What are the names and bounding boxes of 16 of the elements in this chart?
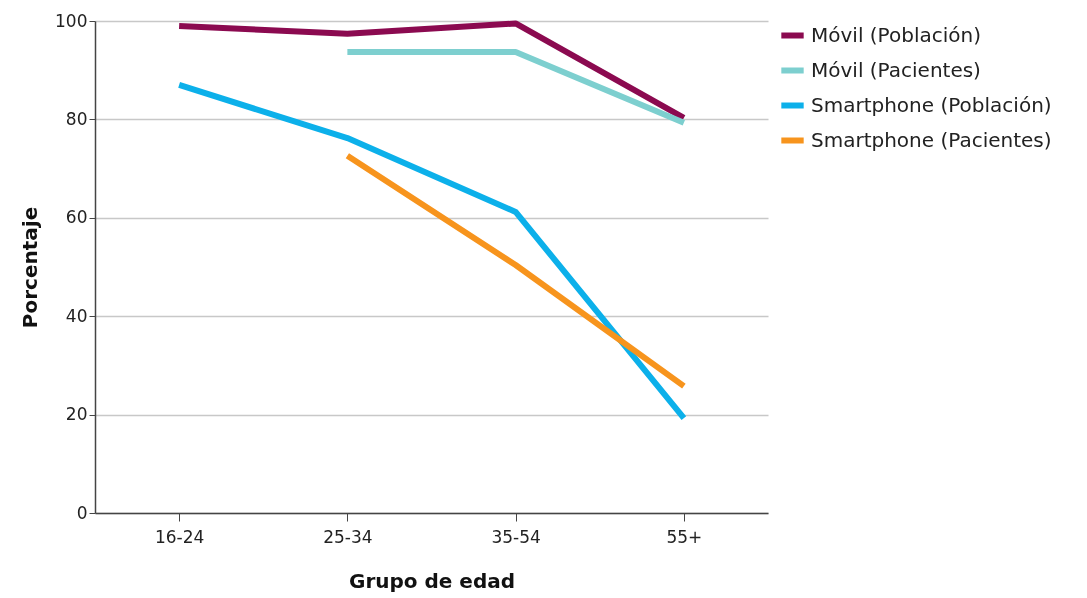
y-tick-label: 40 [65, 305, 88, 326]
y-tick-label: 20 [65, 404, 88, 425]
legend-label: Móvil (Población) [811, 22, 981, 47]
x-tick-label: 25-34 [323, 526, 373, 547]
y-tick-label: 60 [65, 207, 88, 228]
y-tick-label: 80 [65, 108, 88, 129]
x-tick-label: 55+ [666, 526, 703, 547]
legend-label: Smartphone (Pacientes) [811, 127, 1052, 152]
legend-label: Móvil (Pacientes) [811, 57, 981, 82]
legend-label: Smartphone (Población) [811, 92, 1052, 117]
x-tick-label: 35-54 [491, 526, 541, 547]
y-axis-title: Porcentaje [18, 206, 43, 329]
x-axis-title: Grupo de edad [348, 568, 516, 593]
x-tick-label: 16-24 [154, 526, 205, 547]
y-tick-label: 100 [55, 10, 88, 31]
y-tick-label: 0 [76, 502, 88, 523]
